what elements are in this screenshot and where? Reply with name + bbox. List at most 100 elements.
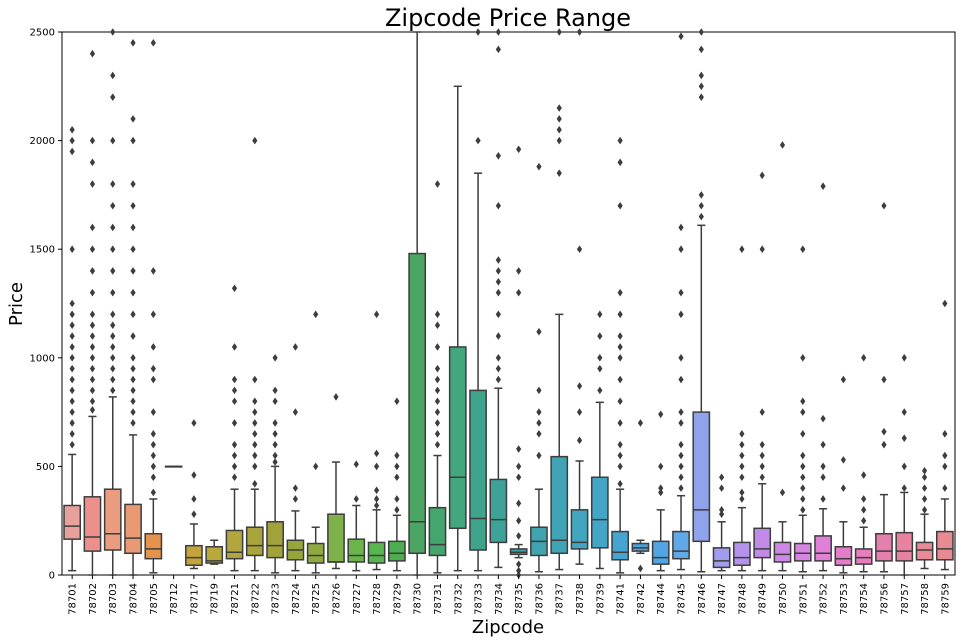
outlier-point bbox=[69, 375, 75, 384]
outlier-point bbox=[394, 473, 400, 482]
box bbox=[875, 532, 893, 562]
outlier-point bbox=[333, 393, 339, 401]
box bbox=[327, 513, 345, 563]
outlier-point bbox=[800, 408, 806, 416]
outlier-point bbox=[800, 462, 806, 471]
y-tick-label: 2500 bbox=[30, 28, 55, 39]
outlier-point bbox=[110, 310, 116, 319]
outlier-point bbox=[739, 473, 745, 482]
outlier-point bbox=[89, 136, 96, 145]
outlier-point bbox=[678, 245, 684, 253]
outlier-point bbox=[292, 484, 298, 492]
outlier-point bbox=[678, 354, 684, 362]
outlier-point bbox=[272, 397, 278, 406]
outlier-point bbox=[394, 397, 400, 406]
box bbox=[428, 506, 447, 557]
outlier-point bbox=[637, 564, 644, 573]
outlier-point bbox=[617, 375, 623, 384]
outlier-point bbox=[942, 451, 948, 460]
box bbox=[935, 530, 954, 561]
outlier-point bbox=[536, 327, 542, 336]
outlier-point bbox=[516, 560, 522, 568]
outlier-point bbox=[252, 462, 258, 471]
outlier-point bbox=[719, 506, 725, 514]
outlier-point bbox=[536, 386, 542, 395]
outlier-point bbox=[394, 495, 400, 503]
x-tick-label: 78730 bbox=[413, 583, 424, 615]
outlier-point bbox=[495, 277, 501, 286]
outlier-point bbox=[373, 495, 380, 503]
outlier-point bbox=[89, 375, 96, 384]
outlier-point bbox=[820, 495, 826, 503]
outlier-point bbox=[698, 28, 704, 36]
x-tick-label: 78752 bbox=[819, 583, 830, 615]
outlier-point bbox=[130, 354, 136, 362]
x-tick-label: 78749 bbox=[758, 583, 769, 615]
x-tick-label: 78728 bbox=[372, 583, 383, 615]
box bbox=[611, 530, 629, 561]
outlier-point bbox=[89, 332, 96, 340]
outlier-point bbox=[434, 386, 441, 395]
outlier-point bbox=[820, 440, 826, 449]
outlier-point bbox=[942, 430, 948, 438]
outlier-point bbox=[130, 180, 136, 188]
outlier-point bbox=[434, 408, 441, 416]
outlier-point bbox=[800, 495, 806, 503]
y-tick-label: 1500 bbox=[30, 245, 55, 256]
outlier-point bbox=[110, 332, 116, 340]
outlier-point bbox=[617, 451, 623, 460]
outlier-point bbox=[678, 288, 684, 297]
outlier-point bbox=[739, 245, 745, 253]
box bbox=[448, 346, 467, 530]
outlier-point bbox=[820, 462, 826, 471]
box bbox=[63, 504, 82, 540]
outlier-point bbox=[252, 375, 258, 384]
outlier-point bbox=[495, 28, 501, 36]
outlier-point bbox=[698, 93, 704, 101]
outlier-point bbox=[840, 456, 846, 464]
outlier-point bbox=[150, 440, 156, 449]
x-tick-label: 78757 bbox=[900, 583, 911, 615]
outlier-point bbox=[150, 375, 156, 384]
outlier-point bbox=[942, 484, 948, 492]
outlier-point bbox=[800, 473, 806, 482]
outlier-point bbox=[272, 430, 278, 438]
outlier-point bbox=[759, 408, 765, 416]
outlier-point bbox=[252, 479, 258, 488]
outlier-point bbox=[69, 386, 75, 395]
outlier-point bbox=[921, 506, 928, 514]
outlier-point bbox=[272, 458, 278, 466]
outlier-point bbox=[69, 419, 75, 427]
outlier-point bbox=[759, 451, 765, 460]
outlier-point bbox=[495, 310, 501, 319]
x-tick-label: 78705 bbox=[149, 583, 160, 615]
x-tick-label: 78724 bbox=[291, 583, 302, 615]
outlier-point bbox=[617, 136, 623, 145]
outlier-point bbox=[150, 430, 156, 438]
outlier-point bbox=[69, 310, 75, 319]
outlier-point bbox=[861, 471, 867, 479]
box bbox=[854, 548, 873, 565]
outlier-point bbox=[597, 332, 603, 340]
outlier-point bbox=[658, 462, 664, 471]
outlier-point bbox=[69, 147, 75, 156]
outlier-point bbox=[759, 440, 765, 449]
outlier-point bbox=[110, 288, 116, 297]
outlier-point bbox=[516, 462, 522, 471]
outlier-point bbox=[698, 45, 704, 54]
outlier-point bbox=[698, 71, 704, 80]
outlier-point bbox=[576, 382, 583, 390]
outlier-point bbox=[89, 343, 96, 351]
outlier-point bbox=[434, 364, 441, 373]
outlier-point bbox=[536, 430, 542, 438]
outlier-point bbox=[556, 28, 562, 36]
x-tick-label: 78754 bbox=[859, 583, 870, 615]
outlier-point bbox=[89, 321, 96, 330]
x-tick-label: 78701 bbox=[68, 583, 79, 615]
box bbox=[103, 488, 122, 551]
outlier-point bbox=[637, 419, 644, 427]
outlier-point bbox=[150, 488, 156, 497]
outlier-point bbox=[110, 321, 116, 330]
outlier-point bbox=[597, 364, 603, 373]
